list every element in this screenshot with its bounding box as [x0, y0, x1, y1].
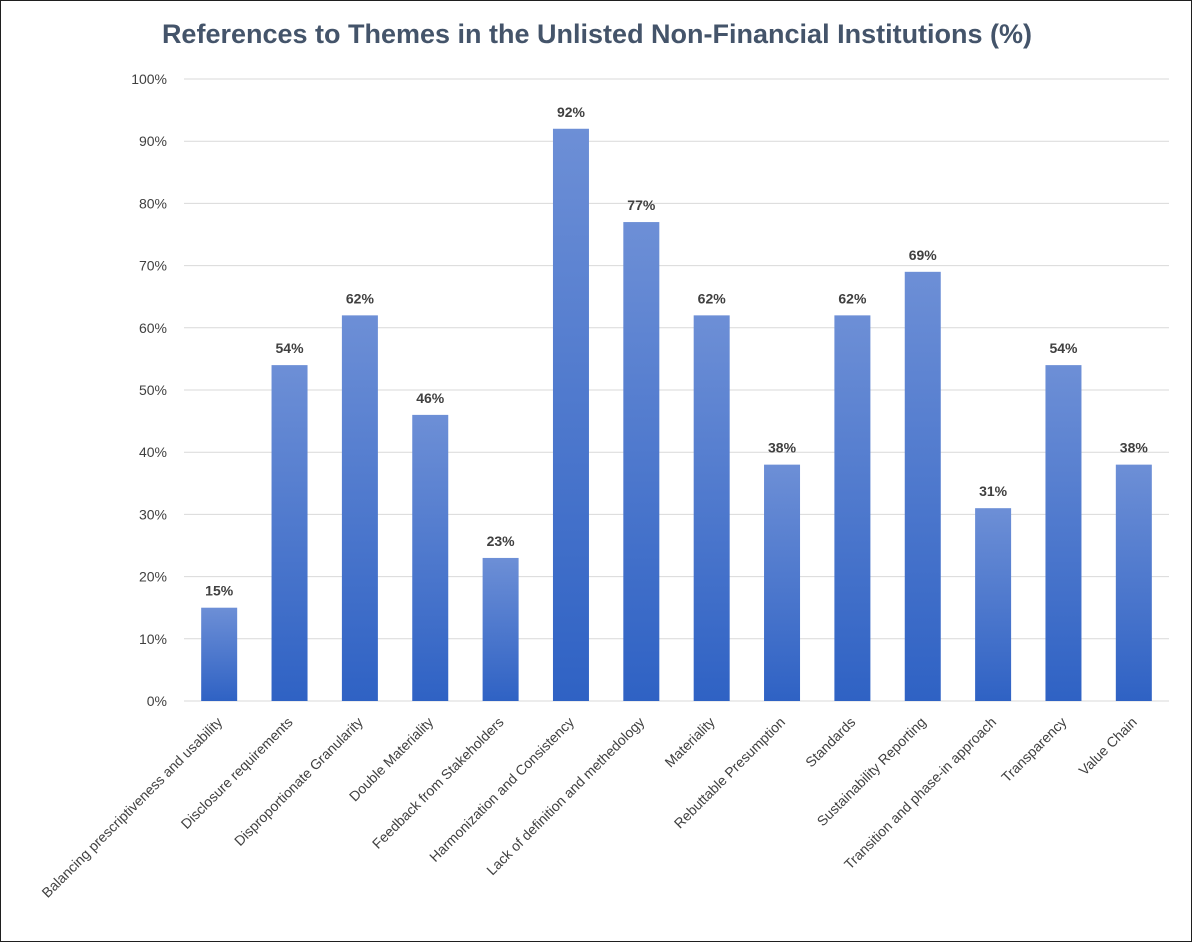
category-label: Transparency: [998, 714, 1069, 785]
bar: [904, 271, 941, 701]
y-axis-tick-labels: 0% 10% 20% 30% 40% 50% 60% 70% 80% 90% 100%: [131, 71, 167, 709]
data-label: 15%: [205, 583, 234, 599]
bar: [201, 607, 238, 701]
bar: [834, 315, 871, 701]
category-label: Disproportionate Granularity: [231, 714, 366, 849]
data-label: 46%: [416, 390, 445, 406]
bar: [975, 508, 1012, 701]
bars: [201, 128, 1152, 701]
data-label: 38%: [1120, 440, 1149, 456]
data-label: 62%: [698, 290, 727, 306]
y-tick-label: 30%: [139, 506, 167, 522]
category-label: Standards: [802, 714, 858, 770]
data-label: 54%: [276, 340, 305, 356]
bar: [693, 315, 730, 701]
bar: [412, 414, 449, 701]
data-label: 92%: [557, 104, 586, 120]
category-label: Materiality: [661, 714, 717, 770]
bar: [764, 464, 801, 701]
bar: [552, 128, 589, 701]
y-tick-label: 20%: [139, 569, 167, 585]
data-label: 23%: [487, 533, 516, 549]
x-axis-category-labels: Balancing prescriptiveness and usability…: [38, 714, 1139, 901]
y-tick-label: 10%: [139, 631, 167, 647]
data-label: 77%: [627, 197, 656, 213]
data-labels: 15% 54% 62% 46% 23% 92% 77% 62% 38% 62% 69% 31% 54% 3…: [205, 104, 1148, 599]
bar: [271, 365, 308, 701]
data-label: 62%: [838, 290, 867, 306]
y-tick-label: 70%: [139, 258, 167, 274]
data-label: 31%: [979, 483, 1008, 499]
y-tick-label: 40%: [139, 444, 167, 460]
bar: [1045, 365, 1082, 701]
y-tick-label: 90%: [139, 133, 167, 149]
category-label: Harmonization and Consistency: [426, 714, 577, 865]
bar: [341, 315, 378, 701]
category-label: Transition and phase-in approach: [841, 714, 999, 872]
bar: [623, 222, 660, 701]
data-label: 38%: [768, 440, 797, 456]
data-label: 69%: [909, 247, 938, 263]
category-label: Lack of definition and methedology: [483, 714, 647, 878]
category-label: Feedback from Stakeholders: [369, 714, 507, 852]
bar: [482, 557, 519, 701]
data-label: 62%: [346, 290, 375, 306]
gridlines: [184, 78, 1169, 702]
y-tick-label: 100%: [131, 71, 167, 87]
category-label: Value Chain: [1075, 714, 1140, 779]
data-label: 54%: [1049, 340, 1078, 356]
chart-title: References to Themes in the Unlisted Non…: [161, 19, 1033, 49]
y-tick-label: 60%: [139, 320, 167, 336]
y-tick-label: 80%: [139, 195, 167, 211]
y-tick-label: 0%: [147, 693, 167, 709]
bar: [1115, 464, 1152, 701]
y-tick-label: 50%: [139, 382, 167, 398]
